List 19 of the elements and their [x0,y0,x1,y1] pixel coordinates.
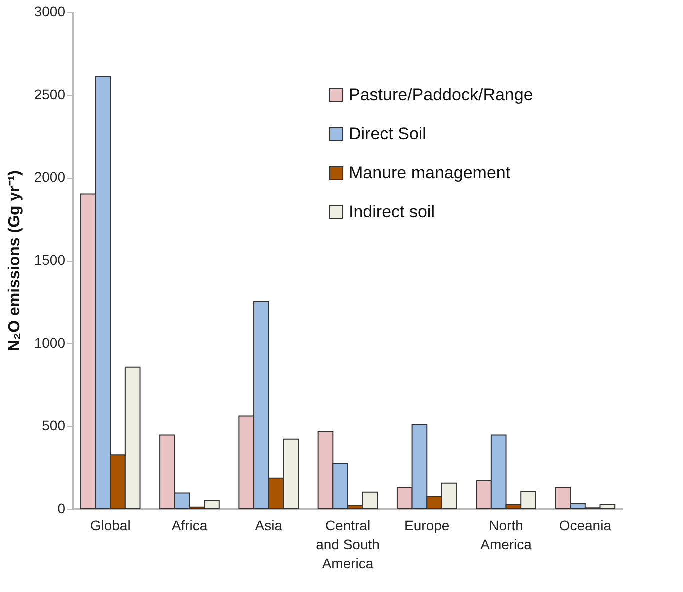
x-tick-label: Europe [404,518,450,534]
legend-label: Direct Soil [349,124,426,144]
y-tick-label: 500 [42,418,66,434]
legend-label: Indirect soil [349,202,435,222]
x-tick-label: Africa [172,518,208,534]
x-tick-label: North America [480,518,532,552]
legend-label: Manure management [349,164,511,182]
y-tick-label: 1000 [34,334,66,351]
x-tick-label: Oceania [559,518,612,534]
legend-label: Pasture/Paddock/Range [349,86,534,104]
y-tick-label: 2000 [34,169,66,186]
y-tick-label: 2500 [34,86,66,102]
y-axis-title: N₂O emissions (Gg yr⁻¹) [6,170,24,352]
x-tick-label: Asia [255,518,283,534]
y-tick-label: 3000 [34,4,66,20]
x-tick-label: Central and South America [316,518,380,572]
y-tick-label: 0 [58,500,66,516]
y-tick-label: 1500 [34,252,66,268]
x-tick-label: Global [90,518,131,534]
